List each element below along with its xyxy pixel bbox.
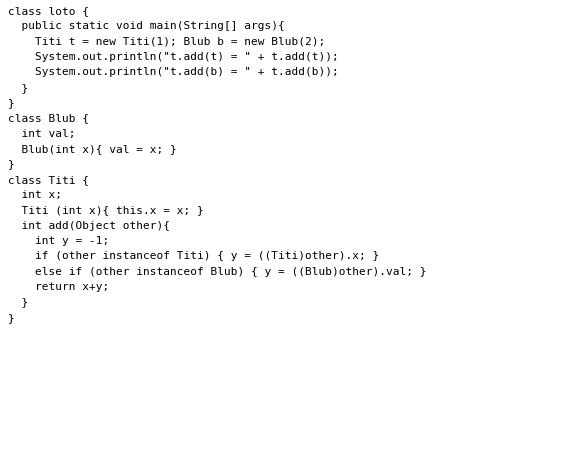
- Text: class loto {: class loto {: [8, 6, 89, 16]
- Text: Titi t = new Titi(1); Blub b = new Blub(2);: Titi t = new Titi(1); Blub b = new Blub(…: [8, 37, 325, 47]
- Text: class Titi {: class Titi {: [8, 175, 89, 185]
- Text: System.out.println("t.add(t) = " + t.add(t));: System.out.println("t.add(t) = " + t.add…: [8, 52, 339, 62]
- Text: Blub(int x){ val = x; }: Blub(int x){ val = x; }: [8, 144, 177, 154]
- Text: Titi (int x){ this.x = x; }: Titi (int x){ this.x = x; }: [8, 205, 204, 215]
- Text: }: }: [8, 98, 14, 108]
- Text: int add(Object other){: int add(Object other){: [8, 221, 170, 231]
- Text: int val;: int val;: [8, 129, 75, 138]
- Text: class Blub {: class Blub {: [8, 114, 89, 123]
- Text: else if (other instanceof Blub) { y = ((Blub)other).val; }: else if (other instanceof Blub) { y = ((…: [8, 267, 427, 276]
- Text: System.out.println("t.add(b) = " + t.add(b));: System.out.println("t.add(b) = " + t.add…: [8, 67, 339, 77]
- Text: }: }: [8, 83, 28, 93]
- Text: if (other instanceof Titi) { y = ((Titi)other).x; }: if (other instanceof Titi) { y = ((Titi)…: [8, 252, 379, 261]
- Text: public static void main(String[] args){: public static void main(String[] args){: [8, 21, 285, 32]
- Text: int x;: int x;: [8, 190, 62, 200]
- Text: }: }: [8, 159, 14, 170]
- Text: }: }: [8, 297, 28, 308]
- Text: return x+y;: return x+y;: [8, 282, 109, 292]
- Text: int y = -1;: int y = -1;: [8, 236, 109, 246]
- Text: }: }: [8, 313, 14, 323]
